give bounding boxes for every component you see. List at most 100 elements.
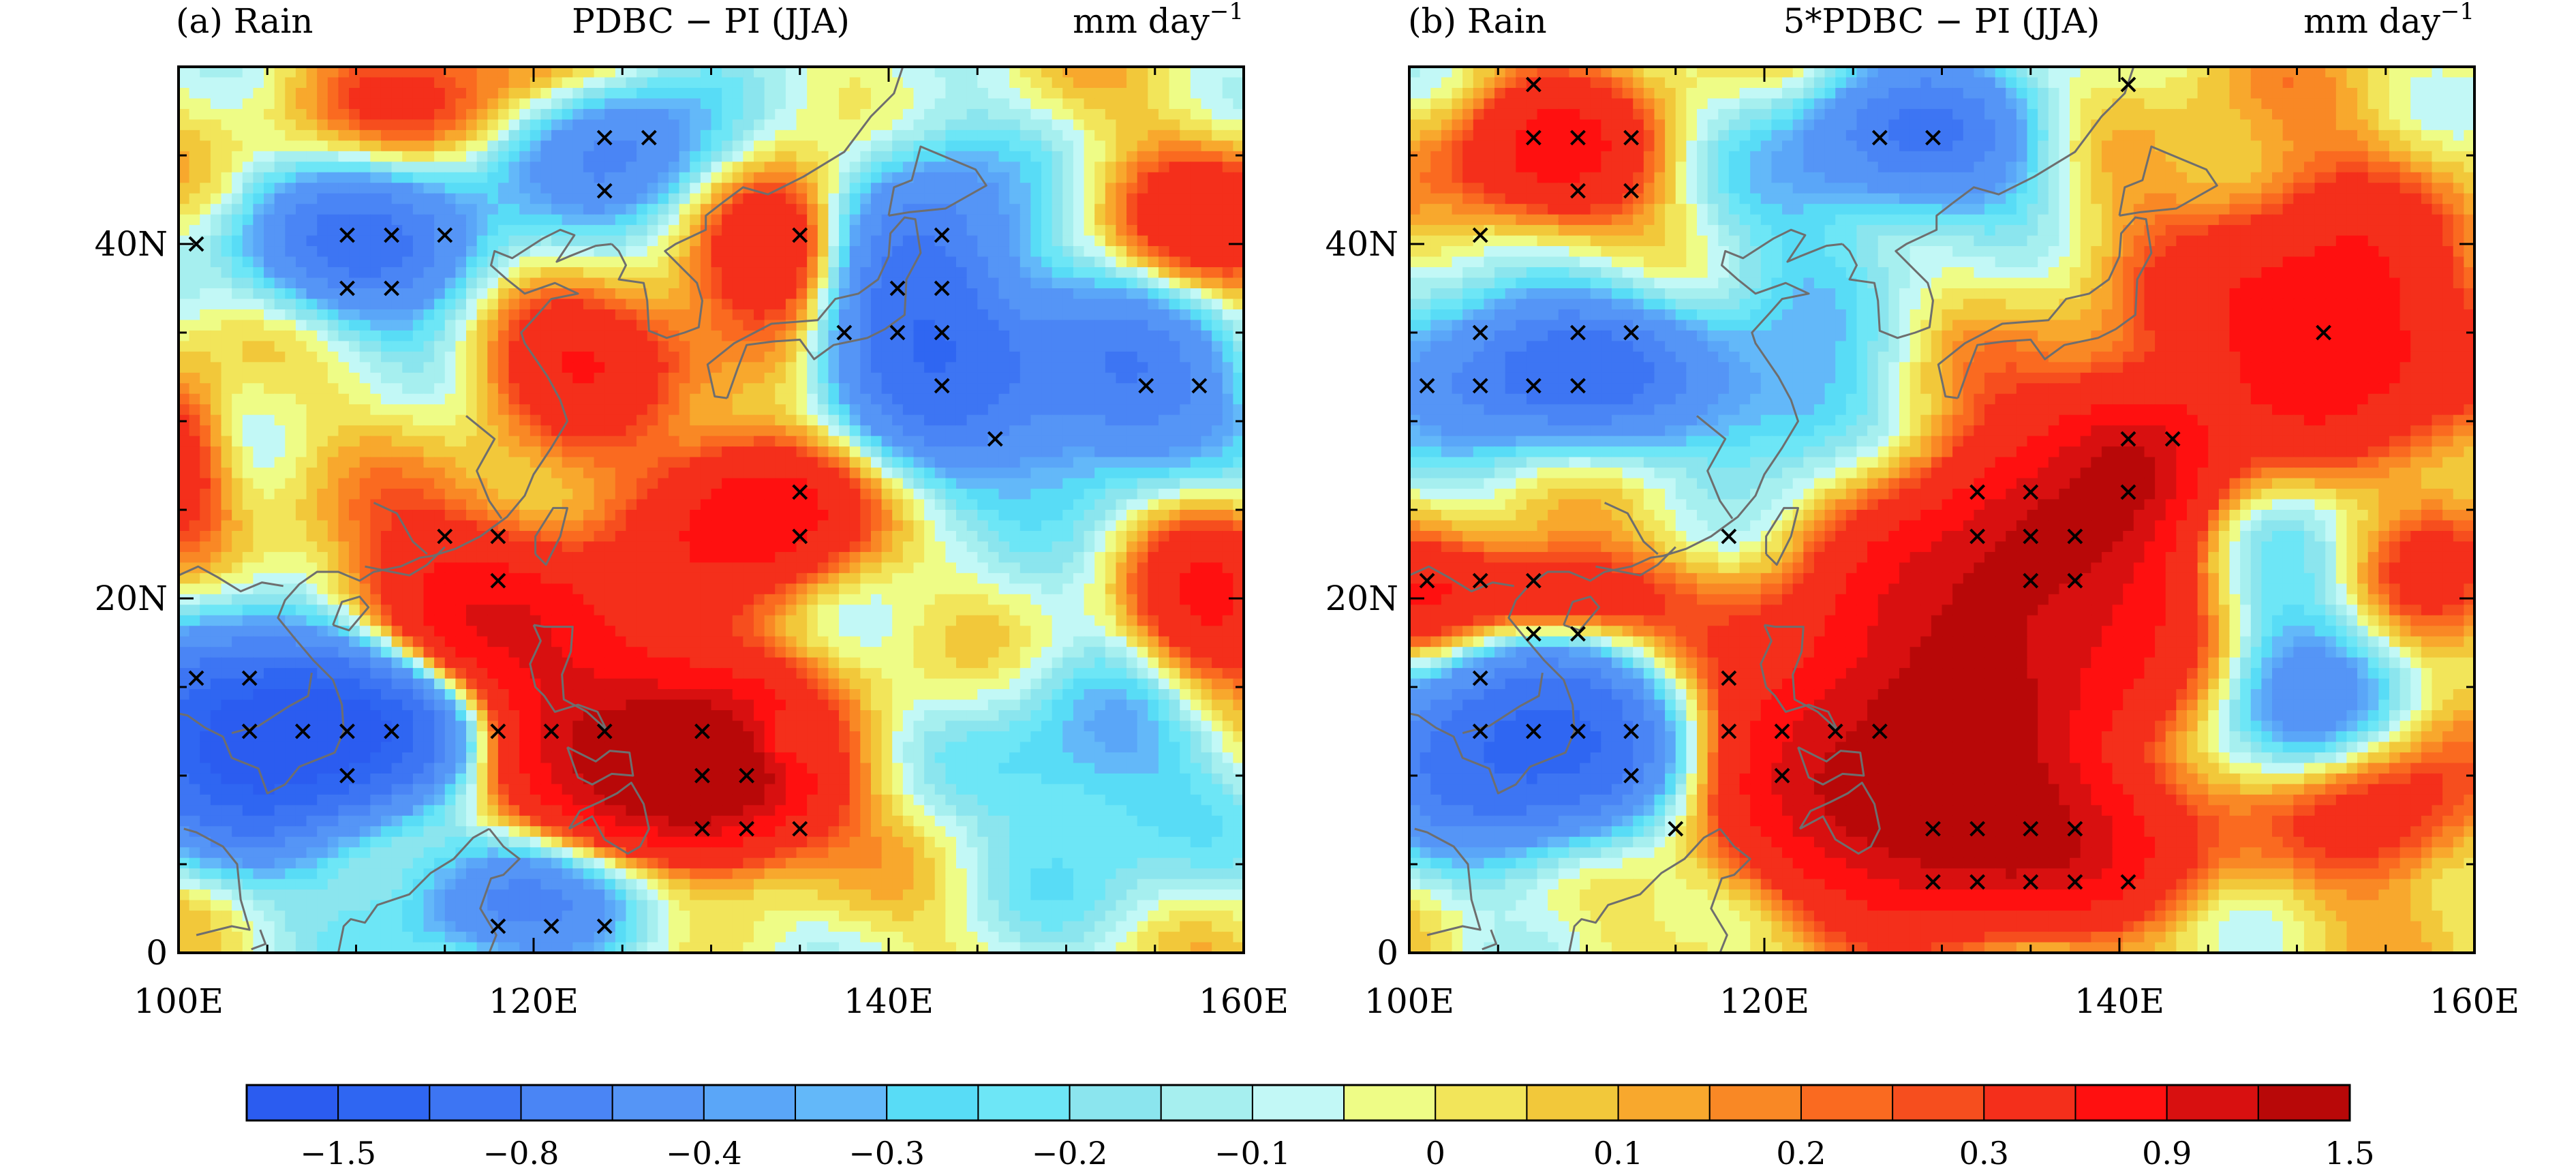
field-cell [722, 510, 733, 521]
field-cell [274, 267, 286, 279]
field-cell [370, 299, 382, 310]
field-cell [594, 299, 606, 310]
field-cell [497, 551, 510, 564]
field-cell [1201, 299, 1213, 310]
field-cell [455, 129, 467, 142]
field-cell [359, 383, 371, 395]
field-cell [934, 562, 947, 574]
field-cell [551, 140, 563, 152]
field-cell [444, 119, 457, 131]
field-cell [1116, 436, 1127, 448]
field-cell [253, 235, 264, 247]
field-cell [412, 299, 425, 310]
field-cell [562, 183, 574, 194]
field-cell [1148, 87, 1159, 100]
field-cell [668, 204, 680, 215]
field-cell [1052, 414, 1064, 427]
field-cell [1148, 351, 1159, 363]
field-cell [796, 77, 808, 89]
field-cell [998, 510, 1011, 521]
field-cell [860, 235, 872, 247]
field-cell [604, 214, 616, 226]
field-cell [200, 256, 211, 268]
field-cell [647, 87, 659, 100]
field-cell [913, 404, 925, 416]
field-cell [200, 162, 211, 173]
field-cell [434, 87, 446, 100]
field-cell [924, 372, 936, 384]
field-cell [1009, 414, 1021, 427]
field-cell [807, 235, 818, 247]
field-cell [264, 256, 275, 268]
field-cell [1222, 414, 1234, 427]
field-cell [754, 372, 765, 384]
field-cell [732, 573, 744, 585]
field-cell [434, 330, 446, 342]
field-cell [1158, 67, 1170, 78]
field-cell [1084, 478, 1096, 489]
field-cell [1190, 87, 1202, 100]
panel-a-title: PDBC − PI (JJA) [572, 1, 850, 41]
field-cell [562, 151, 574, 163]
field-cell [455, 151, 467, 163]
field-cell [870, 372, 883, 384]
field-cell [998, 330, 1011, 342]
field-cell [764, 225, 776, 236]
field-cell [881, 383, 893, 395]
field-cell [594, 520, 606, 532]
field-cell [1019, 256, 1032, 268]
field-cell [658, 351, 669, 363]
field-cell [327, 288, 339, 300]
field-cell [295, 67, 307, 78]
field-cell [604, 520, 616, 532]
field-cell [423, 77, 435, 89]
field-cell [849, 478, 861, 489]
field-cell [572, 383, 584, 395]
field-cell [242, 499, 254, 510]
field-cell [1073, 235, 1085, 247]
field-cell [434, 351, 446, 363]
field-cell [317, 478, 328, 489]
field-cell [370, 372, 382, 384]
field-cell [1073, 140, 1085, 152]
field-cell [764, 172, 776, 184]
field-cell [902, 235, 915, 247]
field-cell [668, 425, 680, 437]
field-cell [434, 98, 446, 110]
field-cell [764, 119, 776, 131]
field-cell [1222, 277, 1234, 289]
field-cell [317, 108, 328, 121]
field-cell [179, 468, 190, 479]
field-cell [1041, 372, 1053, 384]
field-cell [200, 108, 211, 121]
field-cell [317, 341, 328, 352]
field-cell [508, 108, 521, 121]
field-cell [264, 288, 275, 300]
field-cell [285, 309, 296, 321]
field-cell [264, 267, 275, 279]
field-cell [423, 151, 435, 163]
field-cell [1201, 489, 1213, 500]
field-cell [370, 530, 382, 543]
field-cell [764, 246, 776, 258]
field-cell [487, 67, 499, 78]
field-cell [444, 414, 457, 427]
field-cell [1094, 87, 1106, 100]
field-cell [1190, 277, 1202, 289]
field-cell [200, 551, 211, 564]
field-cell [1084, 457, 1096, 468]
field-cell [285, 299, 296, 310]
field-cell [200, 436, 211, 448]
field-cell [690, 351, 701, 363]
field-cell [327, 499, 339, 510]
field-cell [519, 320, 531, 331]
field-cell [966, 478, 979, 489]
field-cell [1180, 151, 1191, 163]
field-cell [1062, 341, 1074, 352]
field-cell [626, 267, 637, 279]
field-cell [540, 151, 552, 163]
field-cell [594, 551, 606, 564]
field-cell [668, 309, 680, 321]
field-cell [295, 225, 307, 236]
field-cell [530, 489, 542, 500]
